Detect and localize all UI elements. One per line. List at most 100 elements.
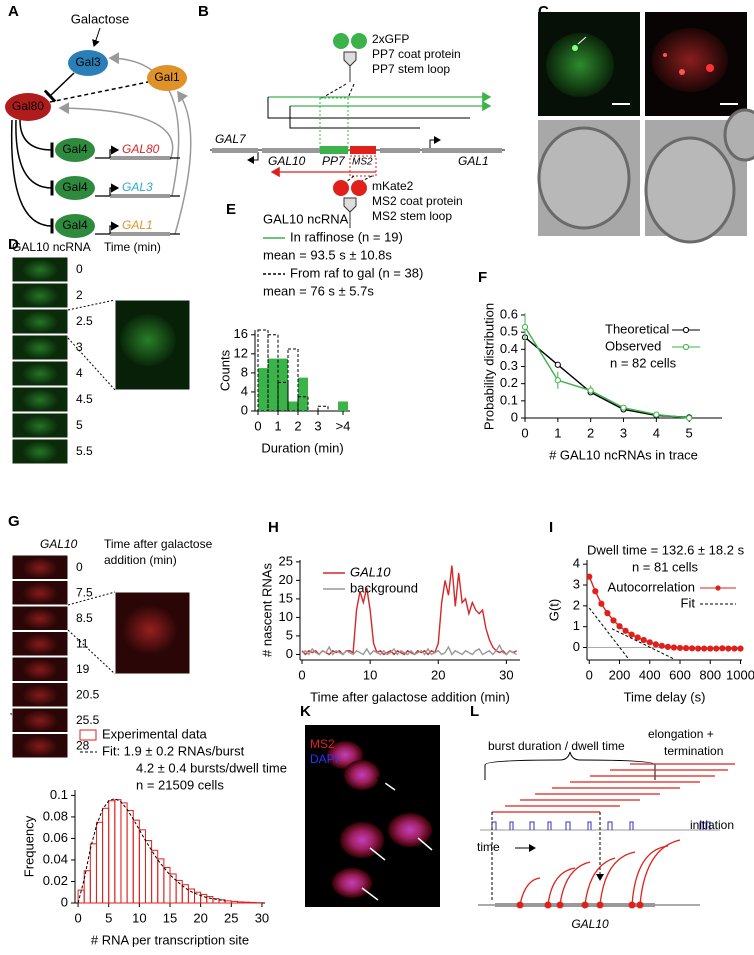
point (731, 645, 738, 652)
protein-label: Gal4 (62, 142, 88, 156)
bar (114, 799, 122, 904)
x-tick-label: >4 (336, 418, 351, 433)
panel-label: H (268, 519, 279, 536)
legend-label: From raf to gal (n = 38) (290, 265, 423, 280)
y-tick-label: 0.06 (43, 830, 68, 845)
dashed-link (49, 81, 149, 103)
y-tick-label: 0 (511, 409, 518, 424)
bar (287, 348, 299, 412)
label: PP7 stem loop (372, 62, 450, 76)
time-label: 0 (76, 262, 83, 276)
x-tick-label: 1000 (726, 667, 754, 682)
x-tick-label: 3 (314, 418, 321, 433)
point (658, 642, 665, 649)
x-axis-label: # GAL10 ncRNAs in trace (549, 447, 698, 462)
legend-label: GAL10 (350, 564, 391, 579)
gene-label: GAL3 (122, 180, 153, 194)
bar (187, 888, 196, 904)
y-tick-label: 25 (279, 553, 293, 568)
feedback (108, 52, 180, 197)
point (640, 636, 647, 644)
panel-k: MS2 DAPI (305, 725, 440, 907)
legend-swatch (682, 343, 690, 351)
time-label: 4.5 (76, 392, 93, 406)
annotation: n = 82 cells (610, 355, 677, 370)
bar (297, 396, 309, 412)
y-tick-label: 0.1 (50, 787, 68, 802)
strip-header: Time after galactose (104, 537, 213, 551)
y-tick-label: 0.1 (500, 392, 518, 407)
y-tick-label: 0.4 (500, 341, 518, 356)
point (622, 627, 629, 634)
y-tick-label: 0.08 (43, 808, 68, 823)
y-tick-label: 5 (286, 627, 293, 642)
panel-label: B (198, 3, 209, 20)
protein-label: Gal4 (62, 180, 88, 194)
bar (157, 858, 165, 904)
protein-label: Gal80 (12, 99, 44, 113)
bar (206, 896, 214, 904)
time-label: 3 (76, 340, 83, 354)
x-tick-label: 0 (74, 910, 81, 925)
time-label: 20.5 (76, 687, 100, 701)
label: elongation + (648, 727, 714, 741)
cell (22, 582, 58, 604)
time-label: 28 (76, 738, 90, 752)
point (587, 387, 594, 394)
x-tick-label: 10 (363, 667, 377, 682)
y-tick-label: 0.3 (500, 358, 518, 373)
bar (249, 901, 257, 904)
cell (22, 735, 58, 757)
x-axis-label: # RNA per transcription site (91, 932, 249, 947)
panel-label: K (300, 703, 311, 720)
point (586, 573, 593, 580)
bar (120, 802, 128, 904)
point (670, 644, 678, 651)
feedback (58, 102, 174, 161)
time-label: 2.5 (76, 314, 93, 328)
series-line (301, 643, 517, 656)
channel-label: DAPI (310, 752, 338, 766)
point (610, 617, 617, 624)
y-tick-label: 16 (234, 326, 248, 341)
time-label: 19 (76, 662, 90, 676)
panel-label: I (549, 519, 553, 536)
bar (277, 381, 289, 412)
y-tick-label: 0 (241, 402, 248, 417)
gene-label: GAL1 (122, 218, 153, 232)
panel-label: G (8, 513, 20, 530)
cell (22, 337, 58, 359)
time-label: 8.5 (76, 611, 93, 625)
y-tick-label: 1 (573, 618, 580, 633)
gene-label: GAL7 (215, 132, 247, 146)
point (616, 623, 623, 630)
y-tick-label: 0.02 (43, 873, 68, 888)
inhibit (10, 119, 54, 234)
x-tick-label: 0 (586, 667, 593, 682)
strip-header: Time (min) (104, 240, 161, 254)
bar (317, 405, 329, 412)
x-tick-label: 15 (163, 910, 177, 925)
label: initiation (690, 818, 734, 832)
protein-label: Gal4 (62, 218, 88, 232)
protein (55, 176, 95, 200)
gene-label: GAL10 (571, 917, 609, 931)
legend-swatch (682, 326, 690, 334)
cell (22, 710, 58, 732)
protein (68, 50, 108, 76)
bar (138, 829, 146, 904)
y-tick-label: 12 (234, 345, 248, 360)
x-tick-label: 1 (554, 425, 561, 440)
bar (163, 866, 171, 904)
cell (22, 285, 58, 307)
legend-note: mean = 93.5 s ± 10.8s (263, 247, 392, 262)
x-tick-label: 3 (620, 425, 627, 440)
bar (298, 377, 308, 411)
bar (169, 873, 177, 904)
cell (22, 633, 58, 655)
y-tick-label: 0.5 (500, 324, 518, 339)
protein-label: Gal3 (75, 55, 101, 69)
panel-g: GAL10 Time after galactose addition (min… (11, 537, 213, 759)
x-tick-label: 5 (686, 425, 693, 440)
